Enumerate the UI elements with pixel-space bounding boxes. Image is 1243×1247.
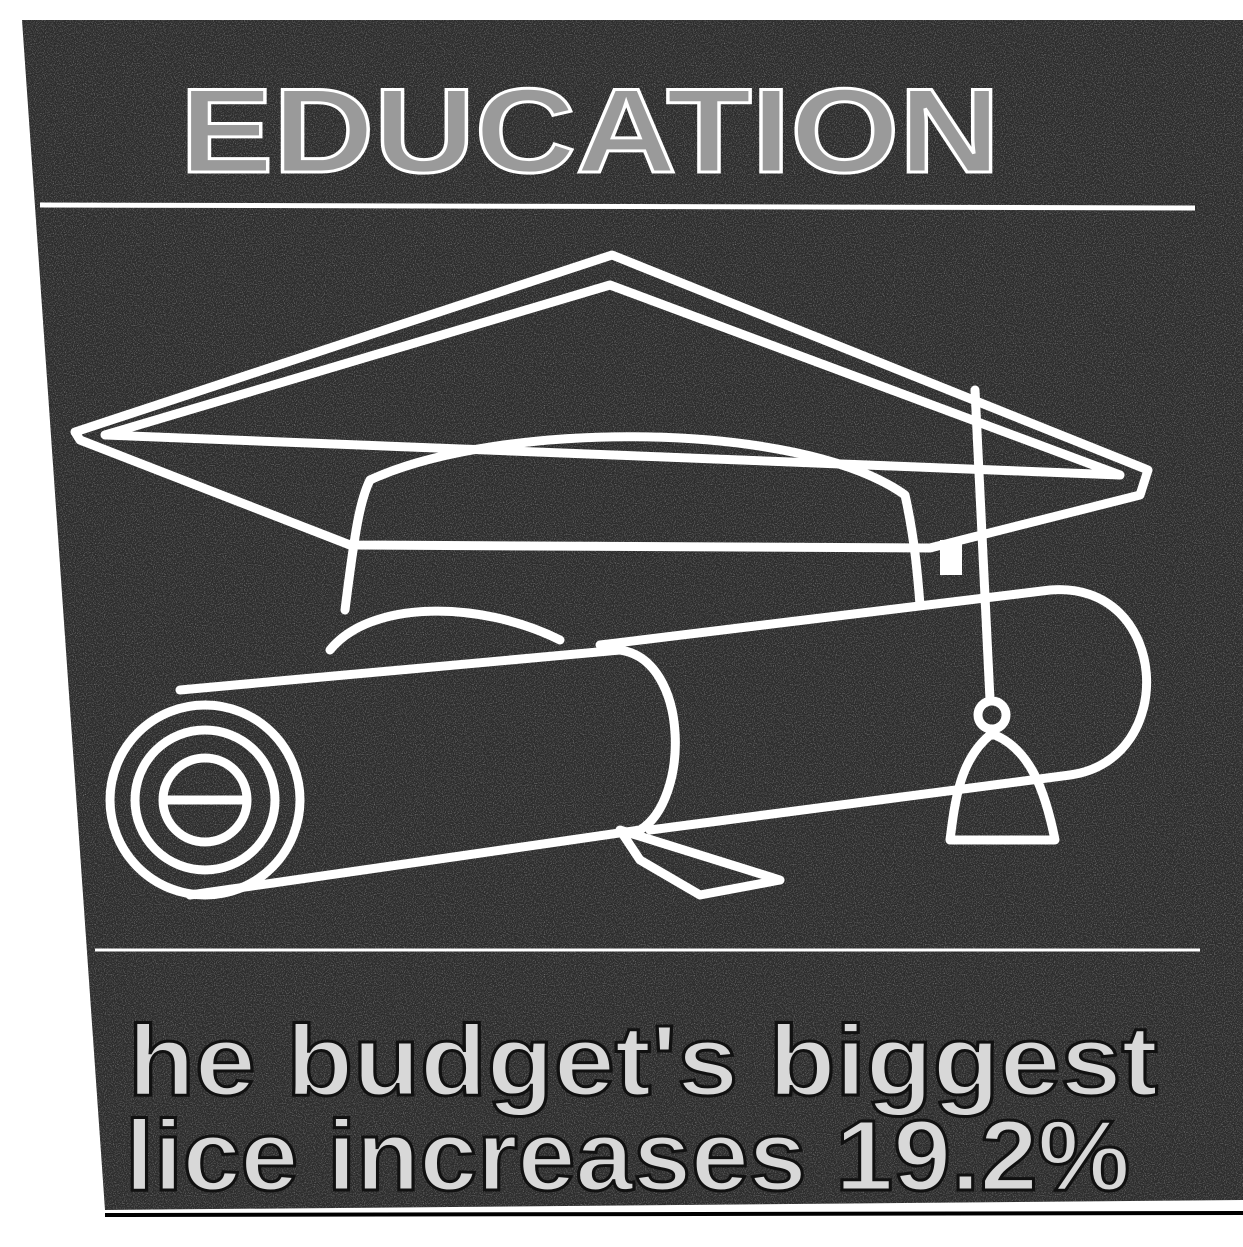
header-rule xyxy=(40,205,1195,208)
caption-line: lice increases 19.2% xyxy=(125,1100,1130,1212)
bottom-rule xyxy=(105,1213,1243,1215)
header-title: EDUCATION xyxy=(180,64,1000,198)
graphic: EDUCATION he budget's biggest lice incre… xyxy=(0,0,1243,1247)
